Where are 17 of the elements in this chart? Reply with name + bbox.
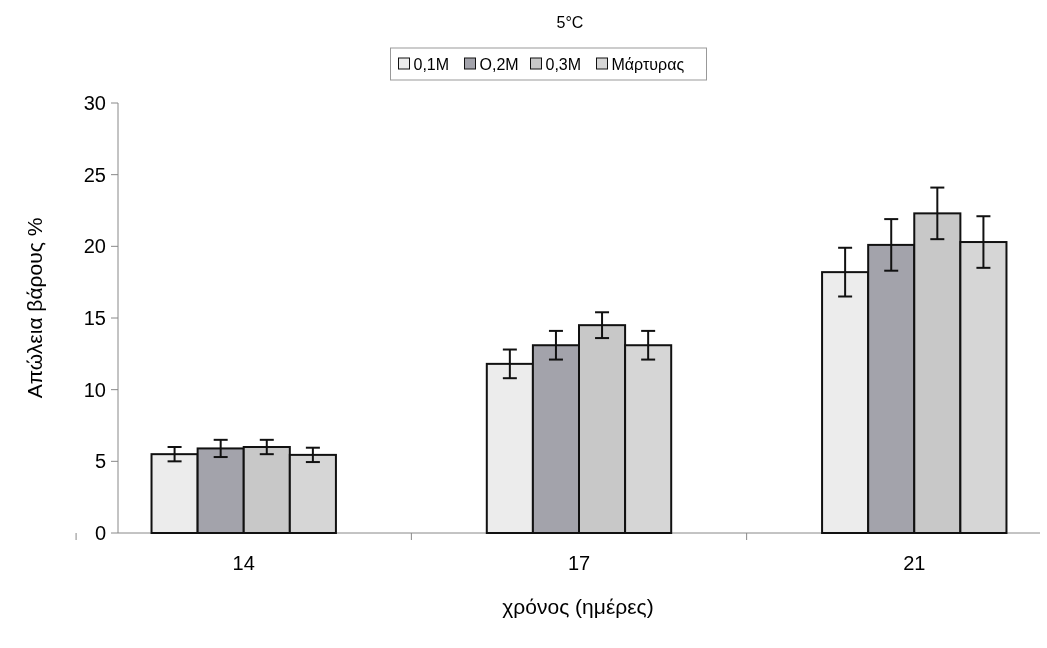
chart-title: 5°C [556,14,584,31]
y-tick-label: 20 [83,235,106,258]
legend-label: 0,3M [545,55,582,73]
x-tick-label: 21 [903,552,926,574]
y-tick-label: 25 [83,163,106,186]
y-axis-title: Απώλεια βάρους % [23,217,46,399]
y-tick-label: 30 [83,92,106,114]
x-axis-title: χρόνος (ημέρες) [502,595,654,618]
y-tick-label: 10 [83,378,106,401]
y-tick-label: 15 [83,307,106,329]
legend-label: O,2M [479,55,519,73]
y-tick-label: 5 [94,450,106,473]
legend-label: 0,1M [413,55,450,73]
y-tick-label: 0 [94,522,106,544]
x-tick-label: 17 [567,552,591,574]
x-tick-label: 14 [232,552,255,574]
legend-label: Μάρτυρας [611,55,685,73]
